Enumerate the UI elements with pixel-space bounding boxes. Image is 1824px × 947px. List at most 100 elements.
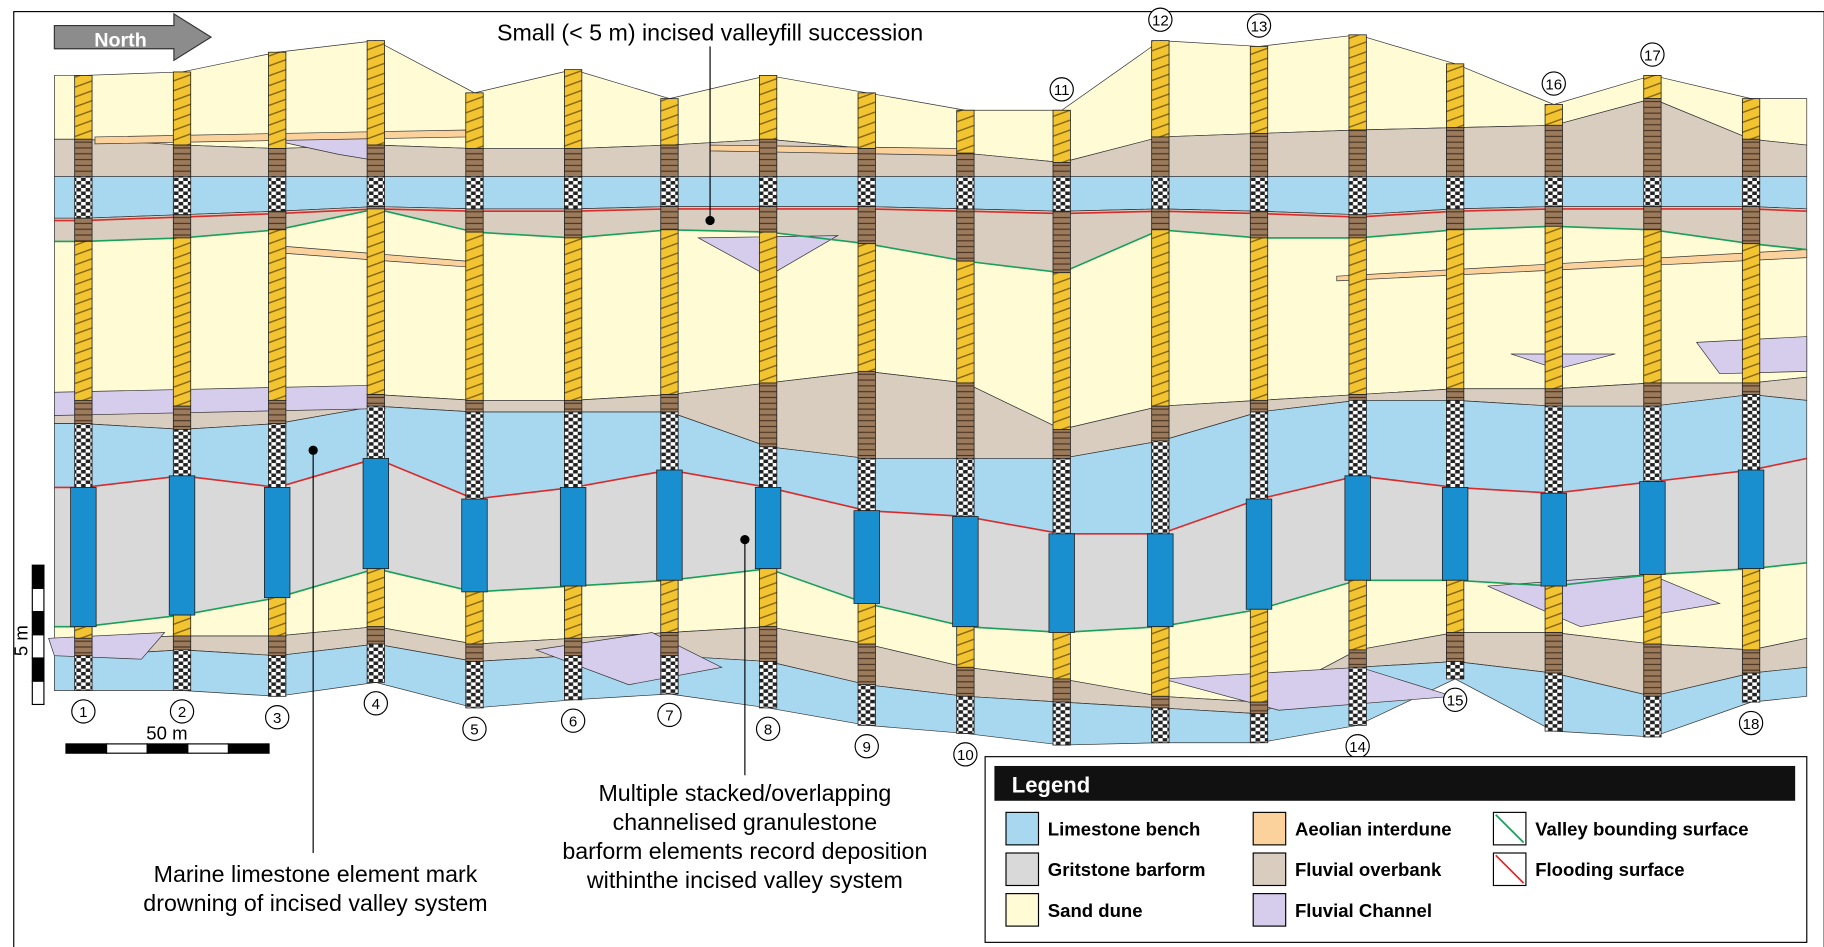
- legend-label: Aeolian interdune: [1295, 819, 1452, 840]
- log-segment: [661, 412, 678, 470]
- column-number: 5: [470, 722, 478, 739]
- annotation-line: Marine limestone element mark: [154, 861, 478, 887]
- log-segment: [759, 139, 776, 176]
- log-segment: [1349, 667, 1366, 725]
- log-segment: [1250, 714, 1267, 743]
- log-segment: [759, 569, 776, 627]
- log-segment: [564, 638, 581, 655]
- log-segment: [661, 395, 678, 412]
- log-segment: [858, 371, 875, 458]
- log-segment: [1250, 238, 1267, 400]
- log-segment: [759, 75, 776, 139]
- log-segment: [564, 586, 581, 638]
- log-segment: [858, 685, 875, 726]
- log-segment: [1545, 586, 1562, 632]
- log-segment: [564, 209, 581, 238]
- log-segment: [75, 139, 92, 176]
- log-segment: [268, 598, 285, 636]
- column-number: 13: [1251, 18, 1268, 35]
- log-segment: [367, 395, 384, 407]
- log-segment: [268, 656, 285, 697]
- log-segment: [1152, 209, 1169, 230]
- log-segment: [173, 215, 190, 238]
- column-number: 10: [957, 747, 974, 764]
- log-segment: [858, 244, 875, 372]
- log-segment: [1446, 176, 1463, 208]
- log-segment: [661, 99, 678, 145]
- log-segment: [957, 458, 974, 516]
- log-segment: [367, 176, 384, 206]
- log-segment: [268, 176, 285, 211]
- log-segment: [661, 176, 678, 206]
- log-segment: [953, 516, 979, 626]
- log-segment: [657, 470, 683, 580]
- log-segment: [367, 209, 384, 395]
- annotation-line: withinthe incised valley system: [586, 867, 903, 893]
- log-segment: [1349, 650, 1366, 667]
- scale-segment: [32, 658, 44, 681]
- log-segment: [268, 424, 285, 488]
- scale-segment: [32, 681, 44, 704]
- log-segment: [1446, 389, 1463, 401]
- log-segment: [75, 656, 92, 691]
- log-segment: [1742, 569, 1759, 650]
- log-segment: [1742, 207, 1759, 244]
- log-segment: [1053, 211, 1070, 273]
- legend-swatch: [1253, 894, 1285, 926]
- log-segment: [858, 176, 875, 206]
- column-number: 16: [1545, 76, 1562, 93]
- log-segment: [661, 145, 678, 176]
- log-segment: [1053, 176, 1070, 211]
- log-segment: [466, 93, 483, 149]
- log-segment: [1152, 41, 1169, 137]
- horizontal-scale-label: 50 m: [146, 722, 187, 743]
- column-number: 18: [1743, 716, 1760, 733]
- log-segment: [1541, 493, 1567, 586]
- annotation-line: Small (< 5 m) incised valleyfill success…: [497, 20, 923, 46]
- north-label: North: [94, 29, 147, 51]
- log-segment: [564, 400, 581, 412]
- log-segment: [75, 400, 92, 423]
- log-segment: [75, 75, 92, 139]
- log-segment: [858, 644, 875, 685]
- log-segment: [367, 644, 384, 682]
- log-segment: [1644, 644, 1661, 696]
- legend-swatch: [1253, 812, 1285, 844]
- log-segment: [759, 207, 776, 233]
- log-segment: [1152, 230, 1169, 406]
- log-segment: [367, 145, 384, 176]
- log-segment: [1152, 696, 1169, 708]
- log-segment: [1349, 215, 1366, 238]
- log-segment: [957, 209, 974, 261]
- log-segment: [264, 487, 290, 597]
- log-segment: [759, 232, 776, 383]
- scale-segment: [32, 588, 44, 611]
- log-segment: [1053, 110, 1070, 162]
- log-segment: [1446, 209, 1463, 230]
- legend-label: Flooding surface: [1535, 859, 1684, 880]
- log-segment: [1349, 130, 1366, 176]
- log-segment: [1446, 230, 1463, 389]
- legend-swatch: [1006, 853, 1038, 885]
- column-number: 6: [569, 713, 577, 730]
- legend-title: Legend: [1012, 773, 1090, 798]
- log-segment: [661, 230, 678, 395]
- log-segment: [173, 176, 190, 214]
- log-segment: [1446, 128, 1463, 177]
- log-segment: [75, 241, 92, 400]
- column-number: 4: [372, 696, 380, 713]
- log-segment: [1349, 176, 1366, 214]
- log-segment: [1148, 534, 1174, 627]
- log-segment: [1644, 207, 1661, 230]
- log-segment: [75, 218, 92, 241]
- log-segment: [1053, 632, 1070, 678]
- dot: [309, 446, 318, 455]
- log-segment: [268, 636, 285, 656]
- log-segment: [1152, 708, 1169, 743]
- log-segment: [173, 406, 190, 429]
- log-segment: [466, 644, 483, 661]
- column-number: 7: [665, 708, 673, 725]
- log-segment: [1545, 632, 1562, 673]
- log-segment: [268, 149, 285, 177]
- log-segment: [1640, 482, 1666, 575]
